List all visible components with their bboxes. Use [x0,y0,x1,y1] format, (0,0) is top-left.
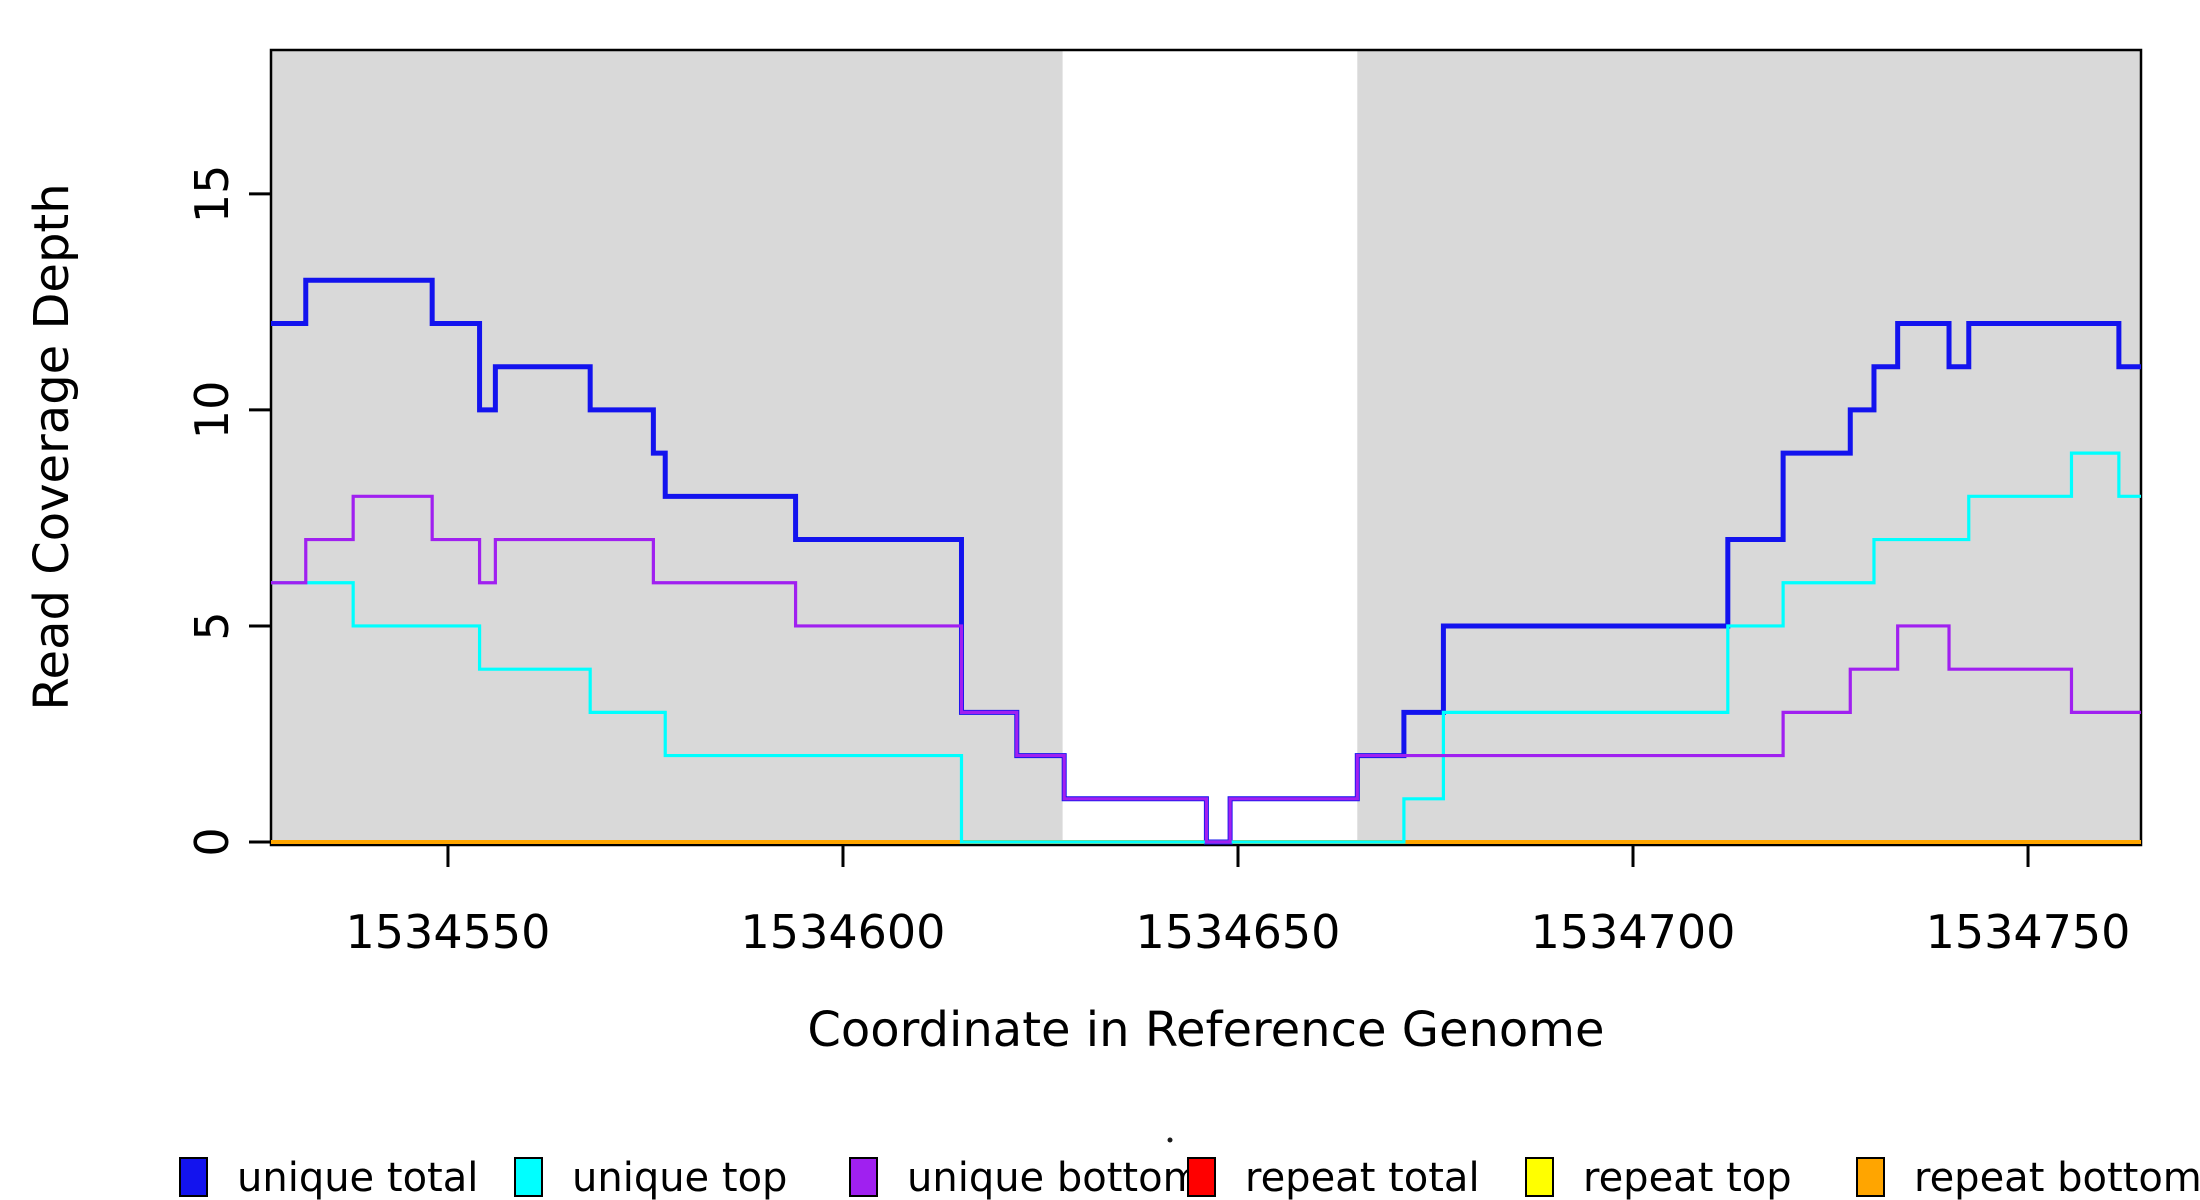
legend-swatch-unique-top [514,1157,543,1197]
legend-item-repeat-top: repeat top [1525,1155,1792,1200]
x-tick-label: 1534700 [1531,905,1736,959]
legend-label: unique total [237,1155,478,1200]
legend-label: unique bottom [907,1155,1202,1200]
series-lines-layer [271,277,2141,845]
legend-swatch-repeat-bottom [1856,1157,1885,1197]
legend-item-unique-top: unique top [514,1155,787,1200]
y-axis: 0 5 10 15 [185,165,271,857]
stray-dot [1167,1137,1173,1143]
x-tick-label: 1534600 [741,905,946,959]
x-tick-label: 1534750 [1926,905,2131,959]
legend: unique total unique top unique bottom repea… [179,1155,2200,1200]
plot-border-box [269,48,2143,847]
legend-swatch-unique-total [179,1157,208,1197]
legend-swatch-repeat-top [1525,1157,1554,1197]
y-tick-label: 5 [185,611,239,640]
shaded-region [1357,50,2141,845]
legend-label: repeat total [1245,1155,1480,1200]
legend-label: repeat bottom [1914,1155,2200,1200]
legend-label: repeat top [1583,1155,1792,1200]
x-tick-label: 1534550 [346,905,551,959]
legend-item-repeat-bottom: repeat bottom [1856,1155,2200,1200]
x-tick-label: 1534650 [1136,905,1341,959]
legend-item-unique-total: unique total [179,1155,478,1200]
x-axis-title: Coordinate in Reference Genome [807,1002,1604,1058]
legend-swatch-unique-bottom [849,1157,878,1197]
y-tick-label: 15 [185,165,239,224]
legend-item-repeat-total: repeat total [1187,1155,1480,1200]
shaded-regions-layer [271,50,2141,845]
x-axis: 1534550 1534600 1534650 1534700 1534750 [346,845,2131,959]
y-tick-label: 0 [185,827,239,856]
y-tick-label: 10 [185,381,239,440]
legend-item-unique-bottom: unique bottom [849,1155,1202,1200]
series-line-unique-bottom [271,494,2141,844]
legend-label: unique top [572,1155,787,1200]
legend-swatch-repeat-total [1187,1157,1216,1197]
y-axis-title: Read Coverage Depth [24,183,80,710]
